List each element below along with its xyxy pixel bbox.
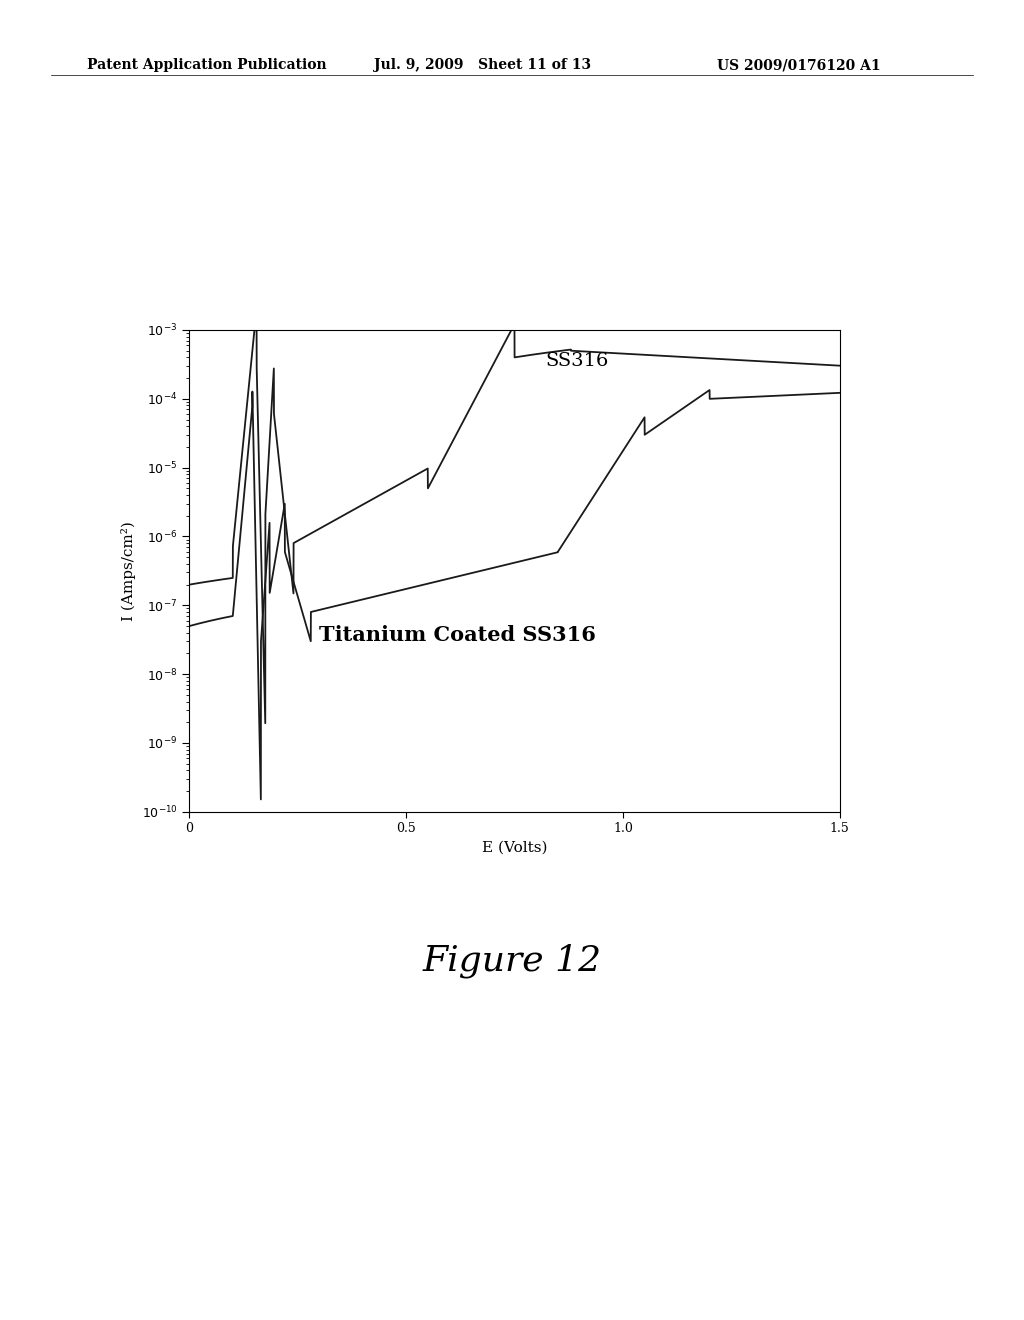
Text: Figure 12: Figure 12 bbox=[423, 944, 601, 978]
Text: Patent Application Publication: Patent Application Publication bbox=[87, 58, 327, 73]
Text: Jul. 9, 2009   Sheet 11 of 13: Jul. 9, 2009 Sheet 11 of 13 bbox=[374, 58, 591, 73]
Text: SS316: SS316 bbox=[545, 352, 608, 370]
X-axis label: E (Volts): E (Volts) bbox=[482, 841, 547, 855]
Text: US 2009/0176120 A1: US 2009/0176120 A1 bbox=[717, 58, 881, 73]
Text: Titanium Coated SS316: Titanium Coated SS316 bbox=[319, 626, 596, 645]
Y-axis label: I (Amps/cm²): I (Amps/cm²) bbox=[121, 521, 136, 620]
